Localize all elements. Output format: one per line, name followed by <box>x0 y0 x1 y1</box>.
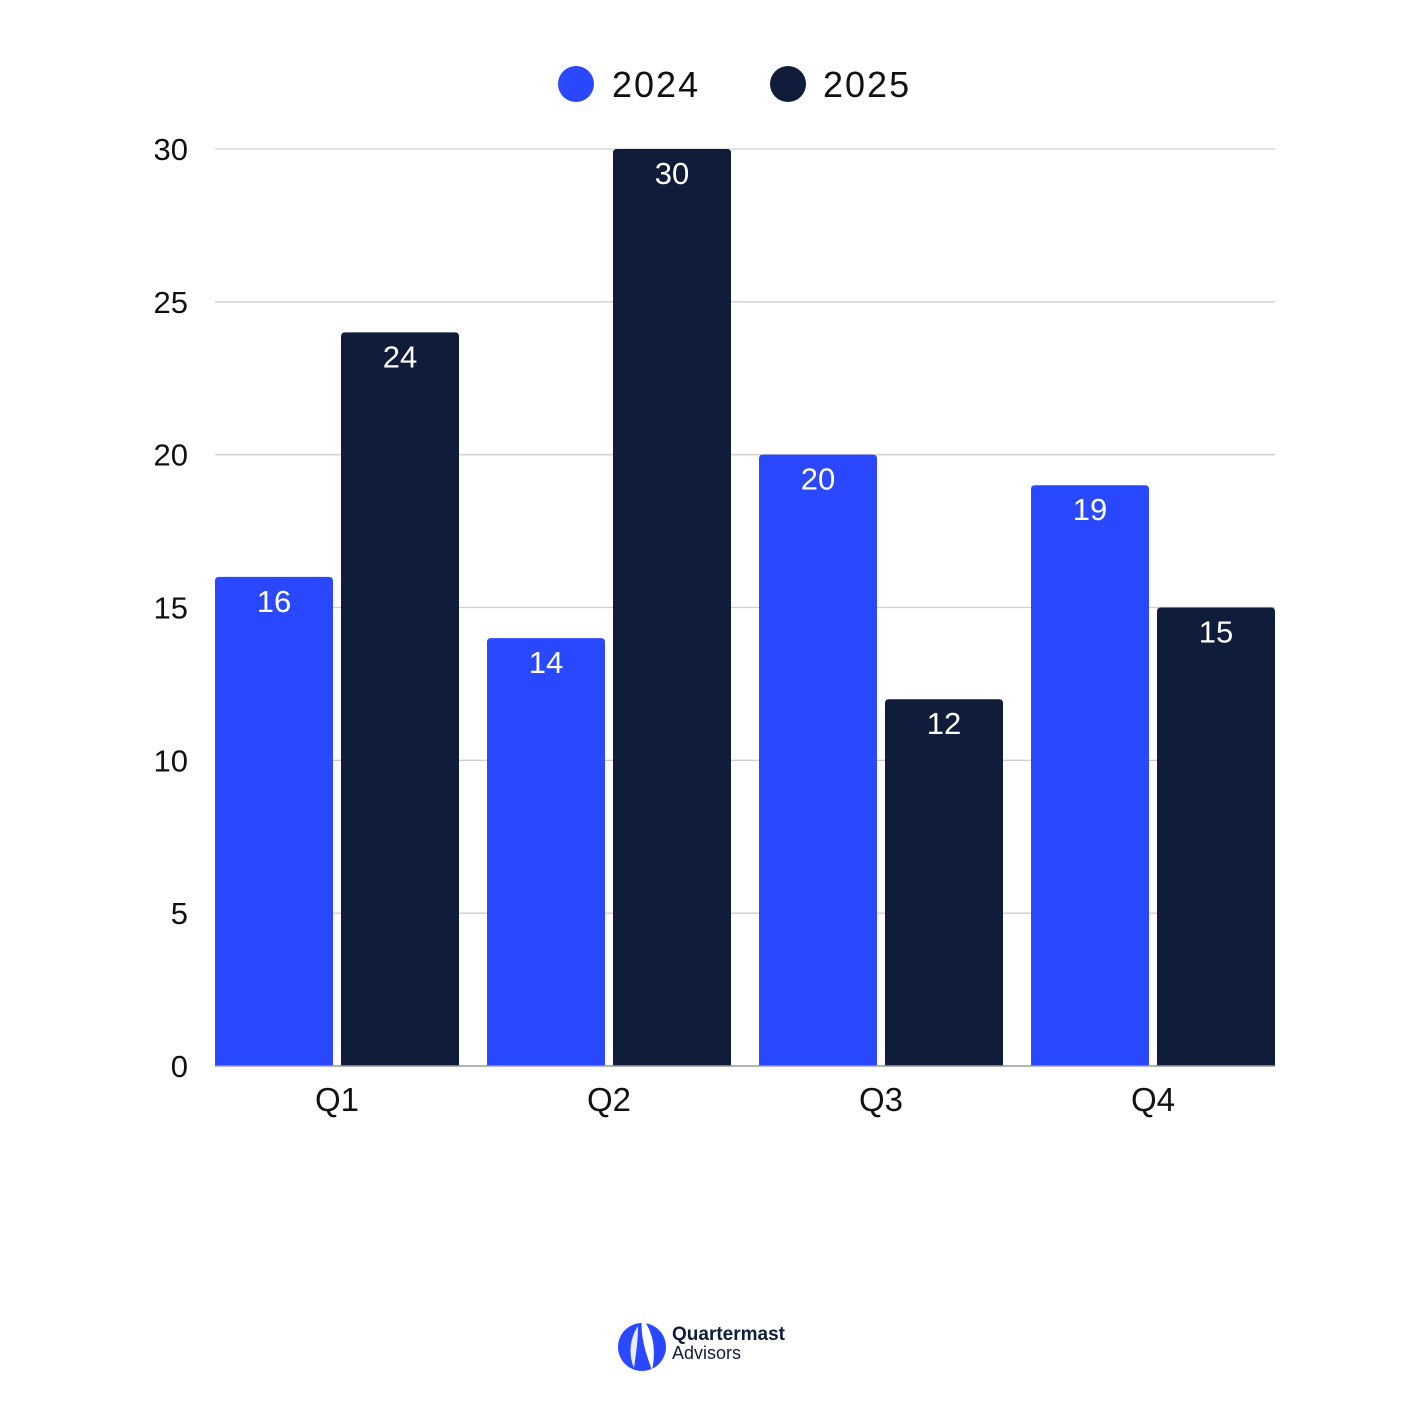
logo-name: Quartermast <box>672 1324 785 1345</box>
legend-swatch <box>770 66 806 102</box>
data-labels: 16 24 14 30 20 12 19 15 <box>257 156 1233 741</box>
y-tick-label: 25 <box>154 285 188 320</box>
data-label: 14 <box>529 645 563 680</box>
data-label: 24 <box>383 339 417 374</box>
bar-q4-2024 <box>1031 485 1149 1066</box>
bar-q1-2025 <box>341 332 459 1066</box>
bar-q3-2025 <box>885 699 1003 1066</box>
bar-q1-2024 <box>215 576 333 1066</box>
y-axis: 0 5 10 15 20 25 30 <box>154 132 188 1084</box>
data-label: 20 <box>801 462 835 497</box>
sail-icon <box>618 1318 666 1371</box>
x-tick-label: Q1 <box>315 1081 359 1118</box>
legend-swatch <box>558 66 594 102</box>
data-label: 15 <box>1199 615 1233 650</box>
y-tick-label: 15 <box>154 591 188 626</box>
data-label: 19 <box>1073 492 1107 527</box>
x-axis: Q1 Q2 Q3 Q4 <box>215 1065 1275 1118</box>
data-label: 16 <box>257 584 291 619</box>
y-tick-label: 5 <box>171 896 188 931</box>
x-tick-label: Q4 <box>1131 1081 1175 1118</box>
legend-label: 2024 <box>612 64 700 105</box>
bar-q2-2025 <box>613 149 731 1066</box>
legend: 2024 2025 <box>558 64 911 105</box>
bar-q3-2024 <box>759 454 877 1067</box>
data-label: 30 <box>655 156 689 191</box>
logo-subtitle: Advisors <box>672 1343 742 1363</box>
company-logo: Quartermast Advisors <box>616 1314 785 1374</box>
y-tick-label: 20 <box>154 438 188 473</box>
y-tick-label: 30 <box>154 132 188 167</box>
legend-label: 2025 <box>823 64 911 105</box>
x-tick-label: Q2 <box>587 1081 631 1118</box>
y-tick-label: 0 <box>171 1049 188 1084</box>
data-label: 12 <box>927 706 961 741</box>
y-tick-label: 10 <box>154 743 188 778</box>
bar-q4-2025 <box>1157 607 1275 1066</box>
bar-q2-2024 <box>487 638 605 1066</box>
x-tick-label: Q3 <box>859 1081 903 1118</box>
bars <box>215 149 1275 1067</box>
